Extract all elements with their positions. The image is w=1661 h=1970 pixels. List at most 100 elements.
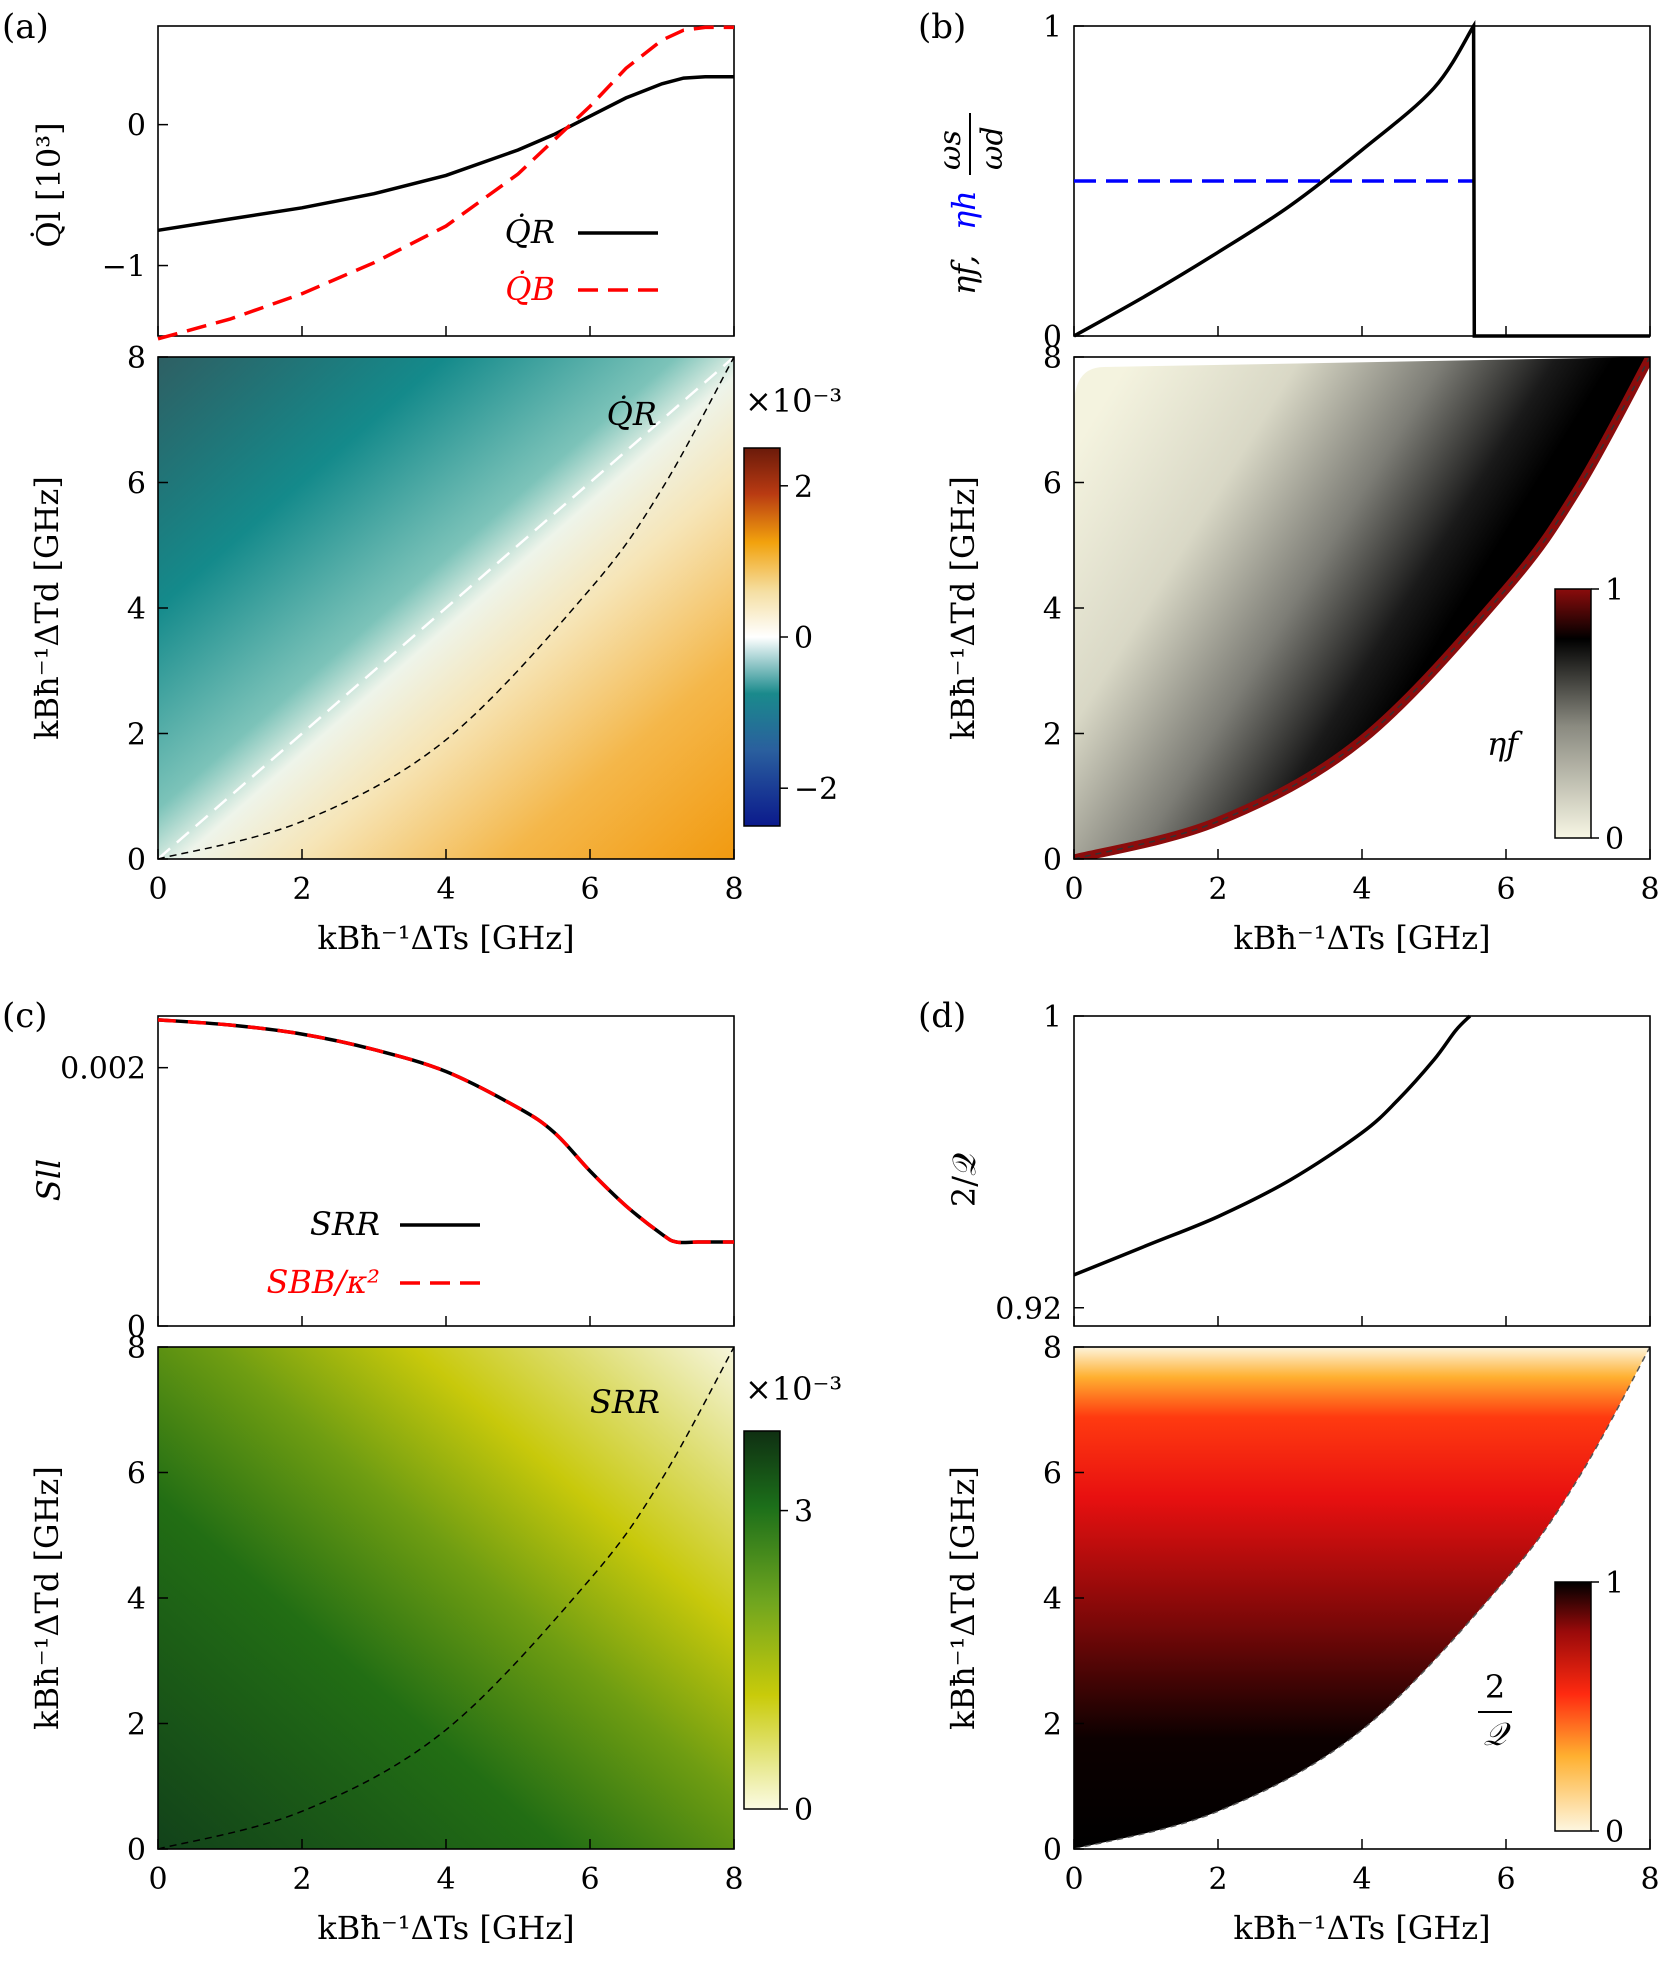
colorbar-c-exponent: ×10⁻³	[745, 1370, 842, 1408]
panel-a-heatmap: Q̇R 0 2 4 6 8 0 2 4 6 8 −2 0 2 ×10⁻³	[127, 341, 842, 907]
colorbar-c-tick-label: 0	[794, 1793, 813, 1828]
colorbar-b-label: ηf	[1487, 725, 1523, 763]
ylabel-panel-d: kBħ⁻¹ΔTd [GHz]	[944, 1466, 982, 1730]
series-line-QB	[157, 25, 734, 341]
panel-label-b: (b)	[918, 7, 966, 47]
panel-b-xtick-label: 0	[1064, 872, 1083, 907]
panel-a-ytick-label: 2	[127, 718, 146, 753]
panel-c-ytick-label: 4	[127, 1582, 146, 1617]
ylabel-panel-b: kBħ⁻¹ΔTd [GHz]	[944, 476, 982, 740]
panel-a-ylabel: Q̇l [10³]	[30, 122, 68, 247]
ylabel-etaf: ηf,	[945, 255, 983, 295]
series-line-etaf	[1073, 20, 1650, 338]
heatmap-c-annotation: SRR	[590, 1383, 660, 1421]
colorbar-d-tick-label: 1	[1605, 1566, 1624, 1601]
panel-d-xtick-label: 8	[1640, 1862, 1659, 1897]
panel-c-xtick-label: 6	[580, 1862, 599, 1897]
colorbar-b-tick-label: 1	[1605, 573, 1624, 608]
panel-b-ytick-label: 2	[1043, 718, 1062, 753]
panel-c-top-frame	[157, 1015, 735, 1327]
panel-d-top-frame	[1073, 1015, 1651, 1327]
panel-a-ytick-label: 4	[127, 592, 146, 627]
colorbar-d-label-numerator: 2	[1485, 1668, 1505, 1706]
panel-b-ytick-label: 4	[1043, 592, 1062, 627]
panel-a-top-ytick-label: −1	[102, 250, 146, 285]
panel-label-a: (a)	[2, 7, 49, 47]
heatmap-d-field	[1074, 1347, 1650, 1849]
legend-label-QR: Q̇R	[505, 213, 555, 251]
panel-b-top-ytick-label: 0	[1043, 320, 1062, 355]
ylabel-panel-c: kBħ⁻¹ΔTd [GHz]	[28, 1466, 66, 1730]
heatmap-c-field	[158, 1347, 734, 1849]
colorbar-d-tick-label: 0	[1605, 1815, 1624, 1850]
ylabel-omega-d: ωd	[975, 126, 1010, 170]
boundary-curve-d	[1074, 1347, 1650, 1849]
legend-label-QB: Q̇B	[505, 270, 555, 308]
panel-a-xtick-label: 0	[148, 872, 167, 907]
colorbar-c-tick-label: 3	[794, 1495, 813, 1530]
colorbar-a-tick-label: 2	[794, 470, 813, 505]
colorbar-a-exponent: ×10⁻³	[745, 382, 842, 420]
panel-b-ytick-label: 8	[1043, 341, 1062, 376]
colorbar-a	[743, 447, 781, 827]
panel-a-xtick-label: 2	[292, 872, 311, 907]
panel-d-xtick-label: 6	[1496, 1862, 1515, 1897]
boundary-curve-c	[158, 1347, 734, 1849]
panel-b-xtick-label: 4	[1352, 872, 1371, 907]
xlabel-panel-b: kBħ⁻¹ΔTs [GHz]	[1233, 919, 1490, 957]
panel-b-xtick-label: 8	[1640, 872, 1659, 907]
series-line-2Q	[1073, 1014, 1472, 1277]
boundary-curve-b	[1074, 357, 1650, 859]
panel-c-heatmap: SRR 0 2 4 6 8 0 2 4 6 8 0 3 ×10⁻³	[127, 1331, 842, 1897]
panel-c-ytick-label: 2	[127, 1708, 146, 1743]
panel-c-xtick-label: 2	[292, 1862, 311, 1897]
colorbar-c	[743, 1430, 781, 1810]
series-line-SRR	[157, 1018, 734, 1245]
panel-d-xtick-label: 2	[1208, 1862, 1227, 1897]
panel-d-xtick-label: 4	[1352, 1862, 1371, 1897]
panel-d-ytick-label: 6	[1043, 1457, 1062, 1492]
panel-a-xtick-label: 6	[580, 872, 599, 907]
ylabel-etah: ηh	[945, 190, 983, 230]
panel-a-top-ytick-label: 0	[127, 109, 146, 144]
panel-d-ytick-label: 8	[1043, 1331, 1062, 1366]
panel-c-top-ytick-label: 0	[127, 1310, 146, 1345]
legend-label-SRR: SRR	[310, 1205, 380, 1243]
panel-a-xtick-label: 8	[724, 872, 743, 907]
panel-d-top-ytick-label: 0.92	[995, 1292, 1062, 1327]
panel-a-lineplot: −1 0 Q̇l [10³] Q̇R Q̇B	[30, 25, 735, 341]
panel-c-legend: SRR SBB/κ²	[266, 1205, 480, 1301]
xlabel-panel-c: kBħ⁻¹ΔTs [GHz]	[317, 1909, 574, 1947]
legend-label-SBB: SBB/κ²	[266, 1263, 380, 1301]
panel-c-xtick-label: 4	[436, 1862, 455, 1897]
panel-c-ylabel: Sll	[30, 1159, 68, 1201]
panel-a-ytick-label: 6	[127, 467, 146, 502]
panel-b-top-ytick-label: 1	[1043, 10, 1062, 45]
panel-c-lineplot: 0 0.002 Sll SRR SBB/κ²	[30, 1015, 735, 1345]
series-line-SBB	[157, 1018, 734, 1245]
panel-b-ytick-label: 0	[1043, 843, 1062, 878]
series-line-QR	[157, 74, 734, 233]
panel-c-ytick-label: 6	[127, 1457, 146, 1492]
panel-label-d: (d)	[918, 996, 966, 1036]
panel-c-xtick-label: 8	[724, 1862, 743, 1897]
panel-d-ytick-label: 4	[1043, 1582, 1062, 1617]
heatmap-b-field	[1074, 357, 1650, 859]
panel-d-xtick-label: 0	[1064, 1862, 1083, 1897]
panel-d-ytick-label: 2	[1043, 1708, 1062, 1743]
panel-a-ytick-label: 0	[127, 843, 146, 878]
colorbar-a-tick-label: −2	[794, 772, 838, 807]
panel-label-c: (c)	[2, 996, 48, 1036]
panel-a-xtick-label: 4	[436, 872, 455, 907]
colorbar-a-tick-label: 0	[794, 621, 813, 656]
panel-c-ytick-label: 0	[127, 1833, 146, 1868]
panel-c-xtick-label: 0	[148, 1862, 167, 1897]
boundary-curve-a	[158, 357, 734, 859]
panel-b-ylabel: ηf, ηh ωs ωd	[933, 113, 1010, 295]
panel-c-top-ytick-label: 0.002	[60, 1052, 146, 1087]
ylabel-panel-a: kBħ⁻¹ΔTd [GHz]	[28, 476, 66, 740]
panel-d-ytick-label: 0	[1043, 1833, 1062, 1868]
panel-b-xtick-label: 6	[1496, 872, 1515, 907]
